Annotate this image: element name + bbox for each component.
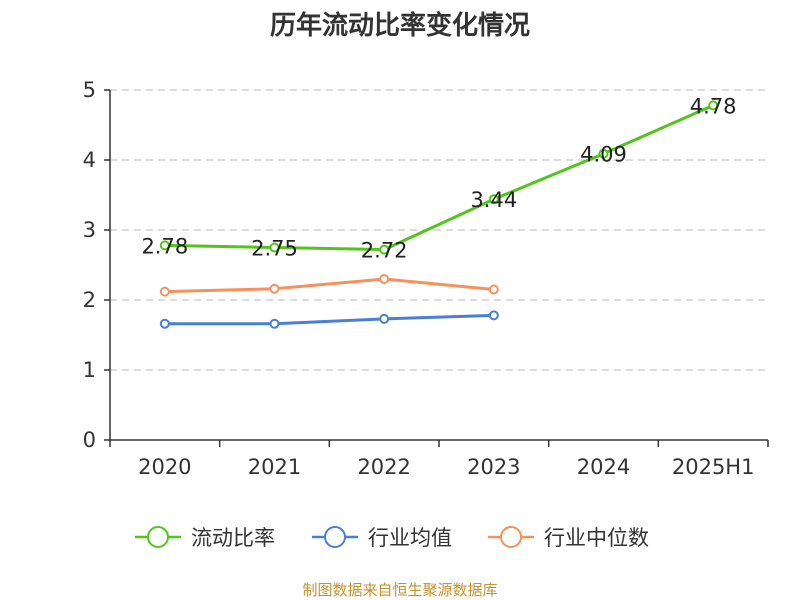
- data-label: 2.75: [251, 237, 298, 261]
- legend-marker-icon: [147, 526, 169, 548]
- y-tick-label: 0: [83, 428, 96, 452]
- legend[interactable]: 流动比率 行业均值 行业中位数: [135, 526, 649, 550]
- data-point[interactable]: [159, 318, 170, 329]
- y-tick-label: 4: [83, 148, 96, 172]
- series-line: [164, 277, 494, 294]
- series-line: [164, 104, 714, 252]
- data-label: 2.78: [141, 234, 188, 258]
- x-tick-label: 2020: [138, 455, 191, 479]
- y-tick-label: 2: [83, 288, 96, 312]
- legend-label: 流动比率: [191, 526, 275, 550]
- data-point[interactable]: [708, 100, 719, 111]
- data-point[interactable]: [269, 242, 280, 253]
- x-tick-label: 2022: [357, 455, 410, 479]
- legend-label: 行业中位数: [544, 526, 649, 550]
- data-point[interactable]: [159, 240, 170, 251]
- data-point[interactable]: [488, 194, 499, 205]
- data-point[interactable]: [159, 286, 170, 297]
- legend-item[interactable]: 行业均值: [312, 526, 452, 550]
- data-point[interactable]: [379, 244, 390, 255]
- y-tick-label: 5: [83, 78, 96, 102]
- data-label: 3.44: [470, 188, 517, 212]
- data-point[interactable]: [379, 313, 390, 324]
- grid-lines: [110, 89, 768, 371]
- y-tick-label: 3: [83, 218, 96, 242]
- series-line: [164, 313, 494, 326]
- legend-marker-icon: [500, 526, 522, 548]
- legend-item[interactable]: 流动比率: [135, 526, 275, 550]
- x-tick-label: 2024: [577, 455, 630, 479]
- data-label: 4.09: [580, 143, 627, 167]
- data-point[interactable]: [269, 283, 280, 294]
- data-point[interactable]: [269, 318, 280, 329]
- x-tick-label: 2021: [248, 455, 301, 479]
- axes: 0 1 2 3 4 5 2020 2021 2022 2023 2024 2025H1: [83, 78, 769, 479]
- source-note: 制图数据来自恒生聚源数据库: [302, 581, 497, 599]
- x-tick-label: 2025H1: [672, 455, 755, 479]
- data-point[interactable]: [379, 274, 390, 284]
- series-layer: [159, 100, 719, 329]
- data-labels: 2.78 2.75 2.72 3.44 4.09 4.78: [141, 94, 736, 262]
- legend-item[interactable]: 行业中位数: [488, 526, 649, 550]
- y-tick-label: 1: [83, 358, 96, 382]
- data-point[interactable]: [488, 310, 499, 321]
- legend-marker-icon: [324, 526, 346, 548]
- data-point[interactable]: [488, 284, 499, 295]
- data-label: 4.78: [690, 94, 737, 118]
- x-tick-label: 2023: [467, 455, 520, 479]
- data-point[interactable]: [598, 148, 609, 159]
- chart-title: 历年流动比率变化情况: [270, 10, 530, 41]
- legend-label: 行业均值: [368, 526, 452, 550]
- data-label: 2.72: [361, 239, 408, 263]
